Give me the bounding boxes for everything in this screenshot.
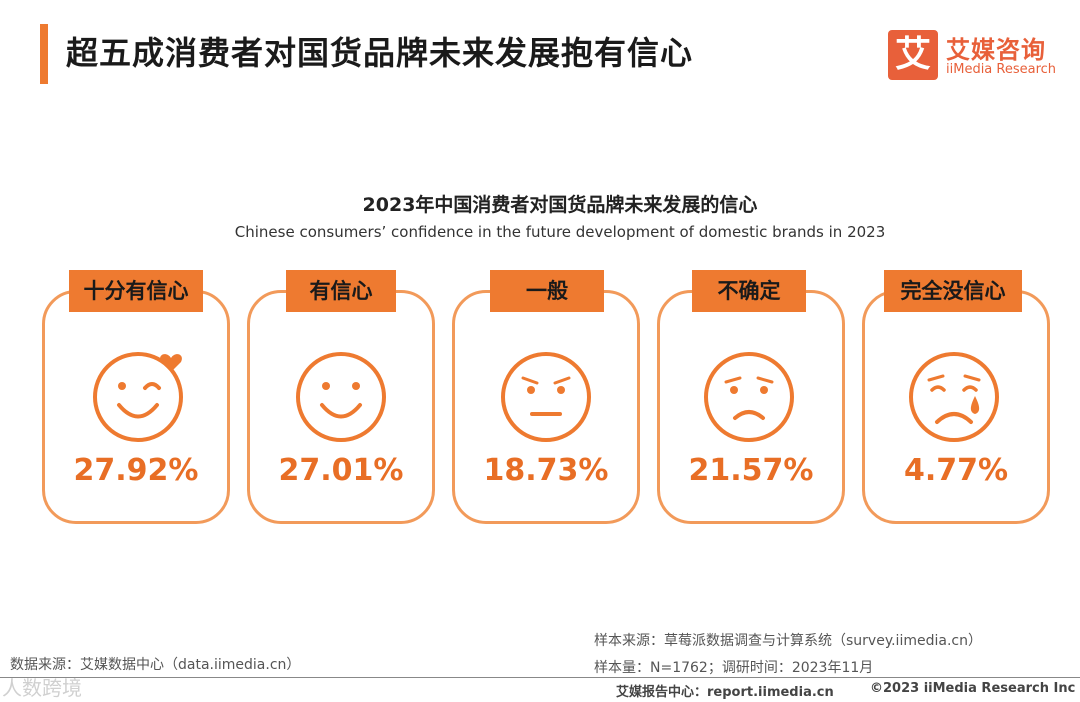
card-label-unsure: 不确定 [692,270,806,312]
chart-title: 2023年中国消费者对国货品牌未来发展的信心 [362,194,758,216]
value-label-very-confident: 27.92% [73,453,199,488]
watermark-text: 人数跨境 [2,676,82,700]
smile-face-icon [296,352,386,442]
data-source-text: 数据来源：艾媒数据中心（data.iimedia.cn） [10,657,301,673]
title-accent-bar [40,24,48,84]
logo-cn-text: 艾媒咨询 [946,36,1046,64]
iimedia-logo: 艾 艾媒咨询 iiMedia Research [888,30,1068,82]
card-label-very-confident: 十分有信心 [69,270,203,312]
page-title: 超五成消费者对国货品牌未来发展抱有信心 [66,34,694,72]
wink-heart-face-icon [93,352,183,442]
crying-face-icon [909,352,999,442]
value-label-no-confidence: 4.77% [903,453,1009,488]
report-center-text: 艾媒报告中心：report.iimedia.cn [616,685,834,700]
chart-subtitle: Chinese consumers’ confidence in the fut… [234,223,886,241]
confidence-card-neutral [452,290,640,524]
value-label-confident: 27.01% [278,453,404,488]
unsure-face-icon [704,352,794,442]
value-label-neutral: 18.73% [483,453,609,488]
value-label-unsure: 21.57% [688,453,814,488]
copyright-text: ©2023 iiMedia Research Inc [870,681,1076,696]
logo-en-text: iiMedia Research [946,62,1057,77]
card-label-no-confidence: 完全没信心 [884,270,1022,312]
logo-mark: 艾 [888,30,938,80]
card-label-confident: 有信心 [286,270,396,312]
footer-divider [0,677,1080,678]
sample-source-text: 样本来源：草莓派数据调查与计算系统（survey.iimedia.cn） [594,633,982,649]
card-label-neutral: 一般 [490,270,604,312]
confidence-card-very-confident [42,290,230,524]
confidence-card-confident [247,290,435,524]
sample-size-text: 样本量：N=1762；调研时间：2023年11月 [594,660,874,676]
neutral-face-icon [501,352,591,442]
